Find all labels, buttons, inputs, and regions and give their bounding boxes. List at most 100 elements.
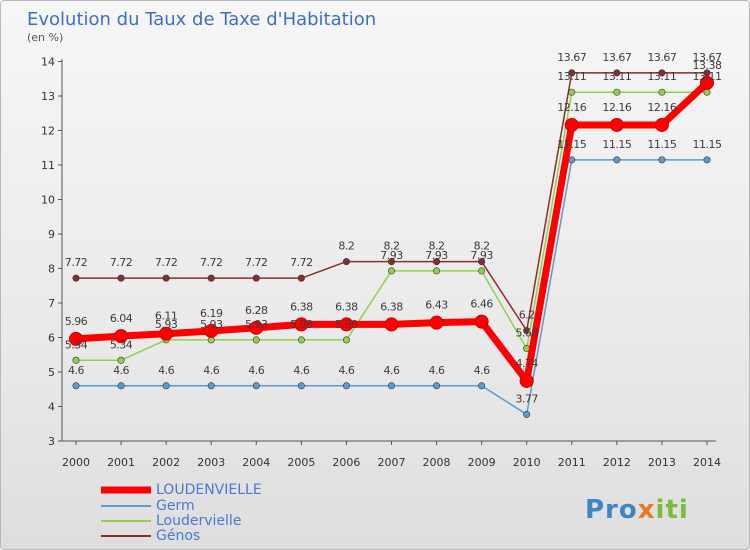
- x-tick-label: 2014: [693, 456, 721, 469]
- data-label: 13.11: [692, 70, 721, 83]
- data-point: [387, 267, 395, 275]
- x-axis-ticks: 2000 2001 2002 2003 2004 2005 2006 2007 2008 2009…: [62, 441, 721, 469]
- data-point: [207, 274, 215, 282]
- y-tick-label: 5: [48, 366, 55, 379]
- y-tick-label: 10: [41, 194, 55, 207]
- data-label: 6.04: [110, 312, 133, 325]
- data-point: [297, 382, 305, 390]
- data-label: 6.28: [245, 304, 268, 317]
- data-point: [609, 117, 624, 132]
- data-label: 3.77: [515, 392, 538, 405]
- x-tick-label: 2008: [423, 456, 451, 469]
- data-label: 4.6: [429, 364, 445, 377]
- data-point: [699, 75, 714, 90]
- data-label: 12.16: [557, 101, 586, 114]
- data-point: [297, 336, 305, 344]
- data-label: 4.6: [474, 364, 490, 377]
- x-tick-label: 2006: [332, 456, 360, 469]
- x-tick-label: 2013: [648, 456, 676, 469]
- data-point: [342, 336, 350, 344]
- series-layer: 5.96 6.04 6.11 6.19 6.28 6.38 6.38 6.38 6.43 6.46…: [65, 51, 722, 418]
- x-tick-label: 2010: [513, 456, 541, 469]
- x-tick-label: 2007: [377, 456, 405, 469]
- data-label: 7.72: [245, 256, 268, 269]
- x-tick-label: 2004: [242, 456, 270, 469]
- data-point: [252, 336, 260, 344]
- data-label: 7.72: [110, 256, 133, 269]
- data-label: 13.38: [692, 59, 721, 72]
- data-label: 6.38: [380, 300, 403, 313]
- data-label: 8.2: [383, 240, 399, 253]
- data-label: 13.67: [557, 51, 586, 64]
- y-tick-label: 9: [48, 228, 55, 241]
- data-label: 7.93: [380, 249, 403, 262]
- x-tick-label: 2009: [468, 456, 496, 469]
- data-label: 4.6: [293, 364, 309, 377]
- data-label: 5.93: [290, 318, 313, 331]
- data-point: [387, 258, 395, 266]
- data-point: [117, 382, 125, 390]
- data-label: 4.6: [203, 364, 219, 377]
- data-point: [207, 382, 215, 390]
- data-point: [703, 156, 711, 164]
- x-tick-label: 2005: [287, 456, 315, 469]
- data-label: 6.38: [335, 300, 358, 313]
- data-point: [114, 329, 129, 344]
- data-label: 13.67: [602, 51, 631, 64]
- data-label: 8.2: [429, 240, 445, 253]
- data-point: [162, 274, 170, 282]
- data-point: [703, 88, 711, 96]
- data-point: [204, 323, 219, 338]
- data-label: 7.72: [65, 256, 88, 269]
- data-label: 4.6: [68, 364, 84, 377]
- data-point: [429, 315, 444, 330]
- data-label: 12.16: [647, 101, 676, 114]
- data-label: 5.96: [65, 315, 88, 328]
- data-label: 7.72: [290, 256, 313, 269]
- data-label: 4.6: [248, 364, 264, 377]
- data-point: [387, 382, 395, 390]
- y-tick-label: 13: [41, 90, 55, 103]
- data-point: [478, 258, 486, 266]
- data-label: 13.11: [557, 70, 586, 83]
- data-point: [69, 331, 83, 346]
- x-tick-label: 2011: [558, 456, 586, 469]
- y-tick-label: 3: [48, 435, 55, 448]
- data-point: [478, 267, 486, 275]
- data-point: [568, 88, 576, 96]
- data-label: 7.72: [200, 256, 223, 269]
- data-label: 6.2: [519, 309, 535, 322]
- data-point: [72, 274, 80, 282]
- data-point: [658, 88, 666, 96]
- data-label: 6.43: [425, 299, 448, 312]
- data-point: [613, 69, 621, 77]
- x-tick-label: 2003: [197, 456, 225, 469]
- data-label: 4.6: [158, 364, 174, 377]
- data-point: [433, 267, 441, 275]
- data-label: 8.2: [338, 240, 354, 253]
- data-point: [613, 88, 621, 96]
- data-label: 8.2: [474, 240, 490, 253]
- data-label: 11.15: [692, 138, 721, 151]
- data-point: [433, 258, 441, 266]
- data-point: [159, 326, 174, 341]
- data-point: [72, 382, 80, 390]
- proxiti-logo: Proxiti: [585, 495, 688, 525]
- data-label: 7.72: [155, 256, 178, 269]
- data-label: 4.6: [338, 364, 354, 377]
- data-label: 13.11: [602, 70, 631, 83]
- data-label: 5.93: [245, 318, 268, 331]
- y-tick-label: 8: [48, 263, 55, 276]
- axes: [61, 59, 716, 442]
- data-label: 13.67: [647, 51, 676, 64]
- data-label: 13.67: [692, 51, 721, 64]
- data-label: 4.6: [113, 364, 129, 377]
- data-label: 6.38: [290, 300, 313, 313]
- legend-label: Génos: [156, 528, 200, 544]
- data-label: 5.93: [335, 318, 358, 331]
- data-point: [433, 382, 441, 390]
- data-label: 5.93: [200, 318, 223, 331]
- data-point: [117, 274, 125, 282]
- data-point: [654, 117, 669, 132]
